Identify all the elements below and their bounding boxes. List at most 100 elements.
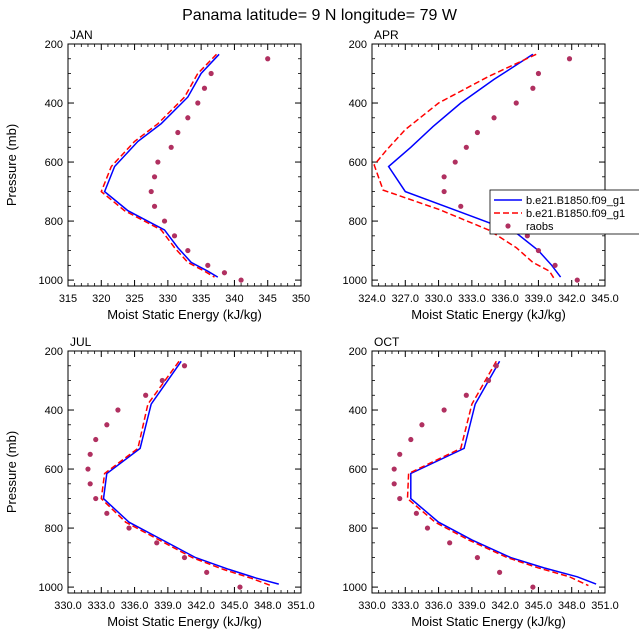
x-tick-label: 330 [159, 293, 177, 305]
panels: 315 320 325 330 335 340 345 350 200 400 600 800 1000… [4, 28, 619, 629]
series-group [85, 360, 279, 590]
legend-label: b.e21.B1850.f09_g1 [526, 208, 625, 220]
x-tick-label: 336.0 [121, 600, 149, 612]
x-axis-label: Moist Static Energy (kJ/kg) [411, 614, 566, 629]
y-tick-label: 800 [45, 523, 63, 535]
raobs-point [148, 188, 154, 195]
plot-frame [371, 350, 606, 594]
x-tick-label: 345 [259, 293, 277, 305]
x-tick-label: 345.0 [221, 600, 249, 612]
raobs-point [566, 56, 573, 62]
series-group [373, 53, 580, 283]
raobs-point [552, 262, 558, 268]
raobs-point [474, 554, 481, 561]
plot-frame [67, 350, 302, 594]
x-tick-label: 330.0 [358, 600, 386, 612]
raobs-point [441, 188, 447, 195]
raobs-point [151, 174, 158, 180]
raobs-point [104, 422, 110, 428]
raobs-point [159, 377, 165, 384]
raobs-point [154, 540, 160, 546]
x-tick-label: 342.0 [558, 293, 586, 305]
x-tick-label: 330.0 [54, 600, 82, 612]
model-line-1 [410, 360, 597, 585]
x-axis-label: Moist Static Energy (kJ/kg) [107, 614, 262, 629]
panel-title: APR [374, 28, 399, 42]
raobs-point [530, 584, 536, 590]
raobs-point [87, 481, 93, 487]
raobs-point [491, 115, 497, 121]
panel-oct: 330.0 333.0 336.0 339.0 342.0 345.0 348.0 351.0… [343, 335, 619, 629]
raobs-point [204, 569, 210, 575]
model-line-2 [100, 360, 272, 587]
raobs-point [397, 495, 403, 502]
raobs-point [168, 144, 174, 150]
raobs-point [205, 262, 211, 268]
raobs-point [195, 100, 201, 106]
legend-marker-raobs [505, 223, 511, 229]
x-tick-label: 348.0 [254, 600, 282, 612]
raobs-point [513, 100, 519, 106]
x-tick-label: 351.0 [591, 600, 619, 612]
model-line-2 [406, 360, 589, 587]
raobs-point [535, 70, 542, 77]
figure-title: Panama latitude= 9 N longitude= 79 W [182, 7, 458, 24]
x-tick-label: 339.0 [154, 600, 182, 612]
x-axis-label: Moist Static Energy (kJ/kg) [107, 307, 262, 322]
x-tick-label: 333.0 [88, 600, 116, 612]
x-axis-label: Moist Static Energy (kJ/kg) [411, 307, 566, 322]
x-tick-label: 342.0 [491, 600, 519, 612]
raobs-point [452, 159, 458, 165]
x-tick-label: 340 [225, 293, 243, 305]
raobs-point [397, 451, 403, 457]
raobs-point [265, 56, 271, 62]
model-line-2 [373, 53, 556, 281]
raobs-point [535, 247, 542, 254]
series-group [100, 53, 271, 283]
y-tick-label: 600 [349, 157, 367, 169]
legend: b.e21.B1850.f09_g1b.e21.B1850.f09_g1raob… [489, 189, 639, 235]
panel-title: JAN [70, 28, 93, 42]
legend-label: b.e21.B1850.f09_g1 [526, 195, 625, 207]
y-axis-label: Pressure (mb) [4, 124, 19, 206]
raobs-point [201, 85, 208, 91]
raobs-point [496, 569, 503, 575]
raobs-point [524, 233, 530, 239]
panel-apr: 324.0 327.0 330.0 333.0 336.0 339.0 342.0 345.0… [343, 28, 619, 322]
raobs-point [221, 270, 228, 276]
y-tick-label: 800 [349, 523, 367, 535]
plot-frame [371, 43, 606, 287]
raobs-point [441, 174, 447, 180]
model-line-1 [102, 360, 279, 585]
raobs-point [155, 159, 161, 165]
y-tick-label: 1000 [343, 275, 367, 287]
x-tick-label: 351.0 [287, 600, 315, 612]
plot-frame [67, 43, 302, 287]
y-tick-label: 400 [349, 98, 367, 110]
x-tick-label: 315 [59, 293, 77, 305]
raobs-point [408, 436, 414, 443]
raobs-point [87, 451, 93, 457]
y-tick-label: 400 [45, 98, 63, 110]
raobs-point [391, 466, 397, 472]
y-tick-label: 200 [349, 346, 367, 358]
x-tick-label: 342.0 [187, 600, 215, 612]
y-tick-label: 400 [45, 405, 63, 417]
y-tick-label: 800 [45, 216, 63, 228]
series-group [391, 360, 597, 590]
model-line-1 [387, 53, 562, 278]
raobs-point [530, 85, 536, 91]
raobs-point [238, 277, 244, 283]
x-tick-label: 339.0 [525, 293, 553, 305]
y-tick-label: 200 [45, 346, 63, 358]
x-tick-label: 345.0 [591, 293, 619, 305]
legend-label: raobs [526, 221, 554, 233]
y-tick-label: 200 [45, 39, 63, 51]
raobs-point [93, 436, 99, 443]
y-tick-label: 200 [349, 39, 367, 51]
legend-box [489, 189, 639, 235]
panel-jan: 315 320 325 330 335 340 345 350 200 400 600 800 1000… [4, 28, 310, 322]
y-tick-label: 1000 [39, 582, 63, 594]
raobs-point [175, 129, 181, 136]
